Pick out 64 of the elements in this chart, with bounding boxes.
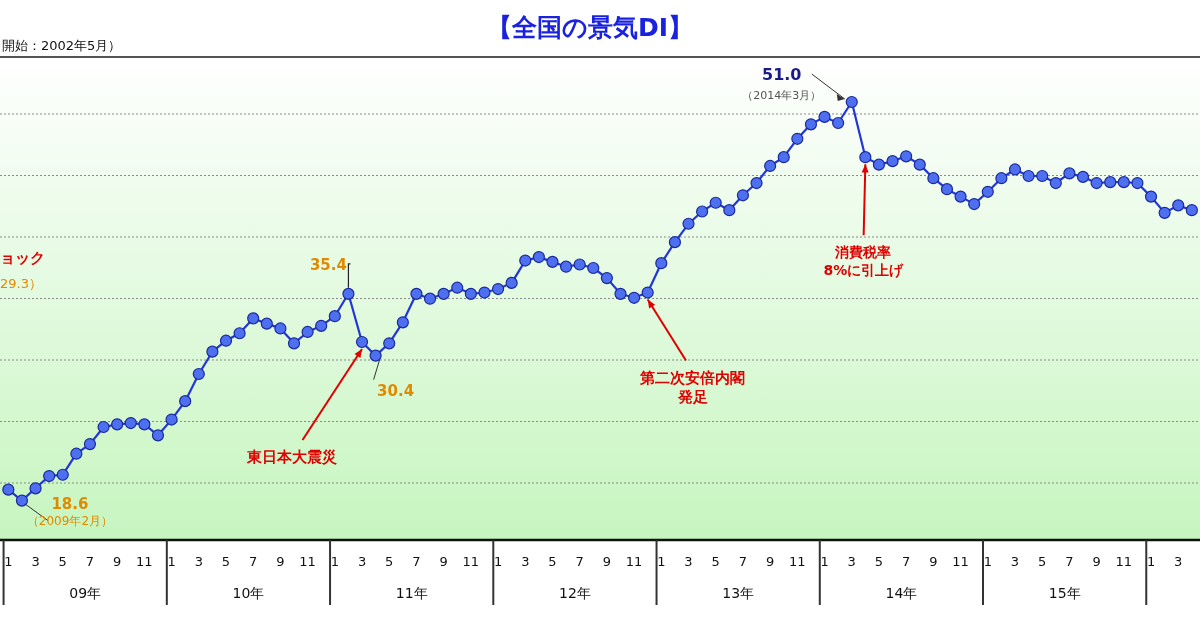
annotation: ョック [0, 249, 45, 267]
x-tick-label: 5 [711, 554, 720, 569]
x-tick-label: 1 [493, 554, 503, 569]
x-tick-label: 7 [85, 554, 95, 569]
x-tick-label: 5 [874, 554, 884, 569]
x-tick-label: 11 [462, 554, 480, 569]
chart-subtitle: 開始：2002年5月） [2, 38, 122, 53]
x-tick-label: 3 [684, 554, 693, 569]
x-tick-label: 9 [276, 554, 285, 569]
x-tick-label: 9 [929, 554, 938, 569]
annotation: 消費税率8%に引上げ [823, 244, 905, 279]
annotation: （2009年2月） [26, 513, 114, 528]
x-tick-label: 9 [602, 554, 612, 569]
x-tick-label: 9 [1092, 554, 1101, 569]
annotation: 東日本大震災 [246, 448, 338, 467]
x-tick-label: 1 [4, 554, 13, 569]
x-tick-label: 5 [221, 554, 231, 569]
x-tick-label: 11 [625, 554, 643, 569]
text: 13年 [722, 585, 755, 601]
x-tick-label: 7 [738, 554, 748, 569]
x-tick-label: 9 [765, 554, 775, 569]
x-tick-label: 11 [136, 554, 153, 569]
x-tick-label: 1 [167, 554, 176, 569]
text: 11年 [395, 585, 428, 601]
x-tick-label: 7 [575, 554, 584, 569]
x-tick-label: 3 [847, 554, 856, 569]
x-tick-label: 1 [983, 554, 992, 569]
x-tick-label: 3 [31, 554, 40, 569]
annotation: 第二次安倍内閣発足 [639, 368, 746, 407]
annotation: 51.0 [762, 65, 802, 84]
x-tick-label: 5 [58, 554, 67, 569]
x-tick-label: 11 [299, 554, 316, 569]
x-tick-label: 5 [1038, 554, 1047, 569]
x-tick-label: 7 [902, 554, 911, 569]
x-tick-label: 3 [521, 554, 530, 569]
x-tick-label: 3 [1174, 554, 1183, 569]
chart-title: 【全国の景気DI】 [486, 13, 694, 42]
x-tick-label: 1 [820, 554, 829, 569]
x-tick-label: 3 [357, 554, 367, 569]
annotation: 18.6 [51, 494, 89, 513]
annotation: （2014年3月） [742, 89, 822, 102]
x-tick-label: 3 [1010, 554, 1020, 569]
x-tick-label: 7 [1065, 554, 1074, 569]
x-tick-label: 9 [113, 554, 122, 569]
x-tick-label: 1 [330, 554, 339, 569]
text: 10年 [232, 585, 265, 601]
x-tick-label: 3 [194, 554, 203, 569]
x-tick-label: 5 [548, 554, 557, 569]
text: 14年 [885, 585, 918, 601]
x-tick-label: 11 [1115, 554, 1133, 569]
x-tick-label: 9 [439, 554, 448, 569]
annotation: 35.4 [309, 255, 347, 274]
x-tick-label: 5 [385, 554, 394, 569]
x-tick-label: 1 [1146, 554, 1156, 569]
x-tick-label: 1 [657, 554, 666, 569]
text: 09年 [69, 585, 102, 601]
x-tick-label: 7 [249, 554, 258, 569]
annotation: 29.3） [0, 276, 42, 291]
x-tick-label: 11 [952, 554, 969, 569]
text: 15年 [1048, 585, 1081, 601]
x-tick-label: 11 [789, 554, 806, 569]
annotation: 30.4 [377, 381, 415, 400]
text: 12年 [559, 585, 591, 601]
x-tick-label: 7 [412, 554, 421, 569]
